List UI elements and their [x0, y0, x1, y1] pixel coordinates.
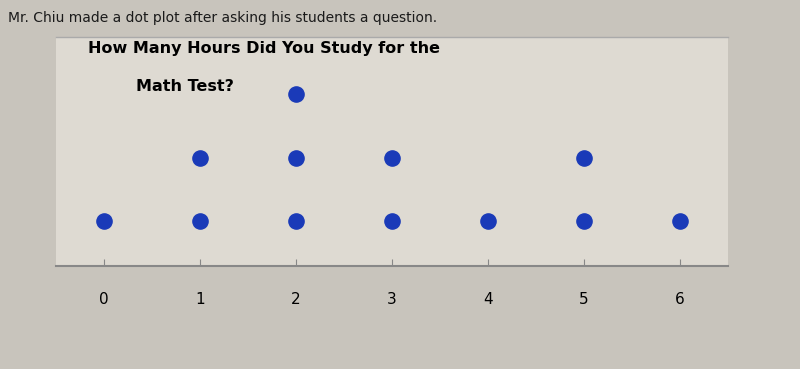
- Point: [290, 218, 302, 224]
- Text: 3: 3: [387, 292, 397, 307]
- Text: 6: 6: [675, 292, 685, 307]
- Point: [194, 155, 206, 161]
- Text: Math Test?: Math Test?: [136, 79, 234, 94]
- Text: 5: 5: [579, 292, 589, 307]
- Point: [290, 155, 302, 161]
- Text: 4: 4: [483, 292, 493, 307]
- Point: [290, 91, 302, 97]
- Point: [578, 155, 590, 161]
- Point: [578, 218, 590, 224]
- Text: 1: 1: [195, 292, 205, 307]
- Point: [674, 218, 686, 224]
- Point: [386, 155, 398, 161]
- Text: 0: 0: [99, 292, 109, 307]
- Text: Mr. Chiu made a dot plot after asking his students a question.: Mr. Chiu made a dot plot after asking hi…: [8, 11, 437, 25]
- Text: 2: 2: [291, 292, 301, 307]
- Point: [482, 218, 494, 224]
- Text: How Many Hours Did You Study for the: How Many Hours Did You Study for the: [88, 41, 440, 56]
- Point: [98, 218, 110, 224]
- Point: [386, 218, 398, 224]
- Point: [194, 218, 206, 224]
